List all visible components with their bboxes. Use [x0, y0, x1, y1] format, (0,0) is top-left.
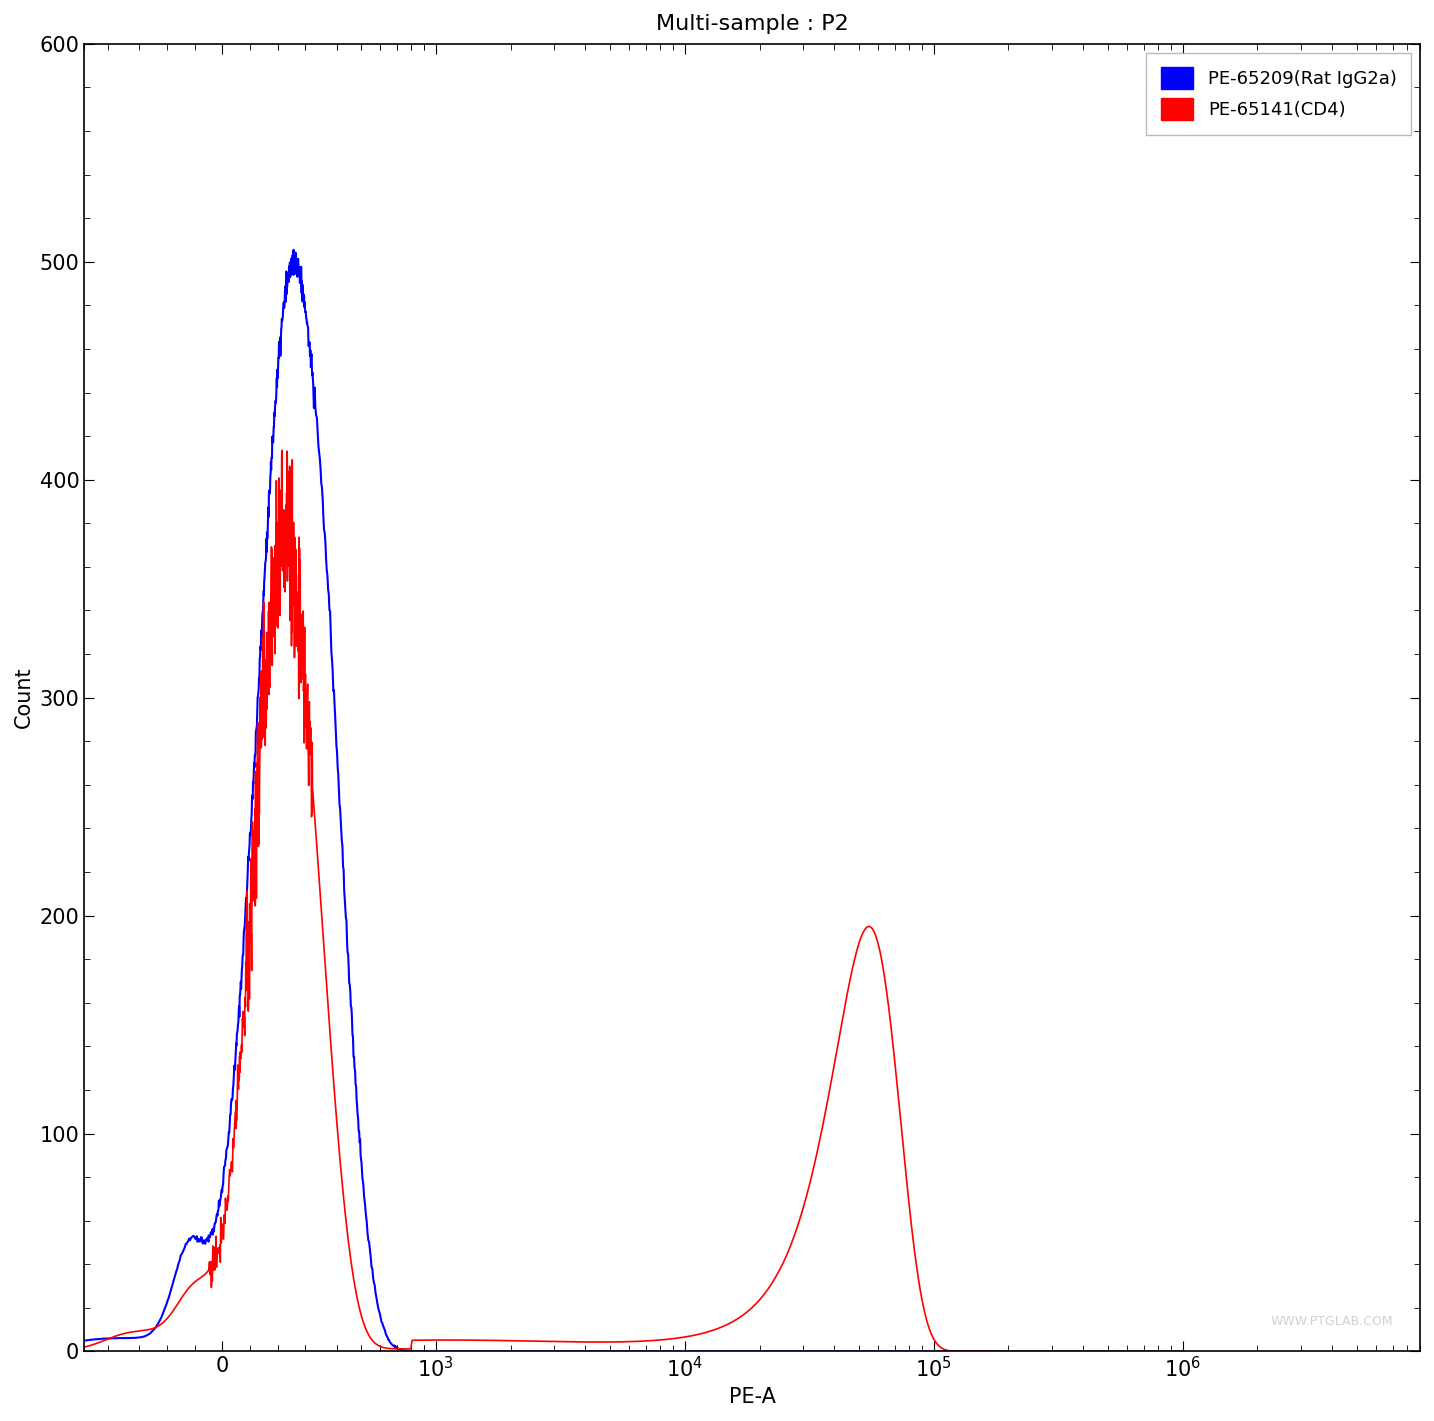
Legend: PE-65209(Rat IgG2a), PE-65141(CD4): PE-65209(Rat IgG2a), PE-65141(CD4) — [1146, 53, 1411, 135]
Text: WWW.PTGLAB.COM: WWW.PTGLAB.COM — [1271, 1314, 1394, 1329]
X-axis label: PE-A: PE-A — [728, 1387, 776, 1407]
Y-axis label: Count: Count — [14, 666, 34, 729]
Title: Multi-sample : P2: Multi-sample : P2 — [655, 14, 849, 34]
